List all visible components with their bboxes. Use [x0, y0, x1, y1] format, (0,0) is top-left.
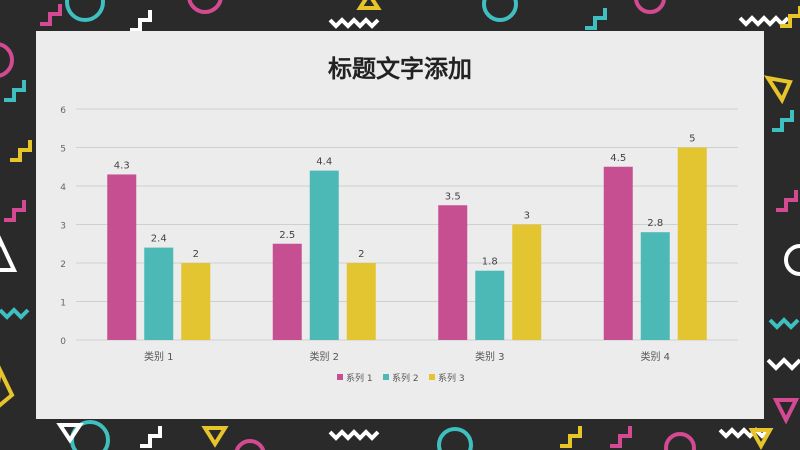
bar [272, 243, 302, 340]
triangle-decoration [356, 0, 382, 10]
legend-label: 系列 2 [392, 372, 419, 384]
bar-chart: 0 1 2 3 4 5 6 4.3 2.4 2 类别 1 2.5 4.4 2 类别 2 3.5 1.8 3 类别 3… [60, 106, 738, 384]
x-tick-label: 类别 2 [309, 350, 339, 363]
circle-decoration [784, 244, 800, 276]
data-label: 3.5 [445, 191, 461, 202]
data-label: 2 [358, 249, 364, 260]
zigzag-decoration [0, 307, 30, 320]
step-decoration [140, 426, 162, 448]
x-tick-label: 类别 1 [144, 350, 174, 363]
data-label: 2.5 [279, 230, 295, 241]
bar [640, 232, 670, 340]
circle-decoration [65, 0, 105, 22]
bar [181, 263, 211, 340]
bar [512, 224, 542, 340]
triangle-decoration [56, 423, 84, 444]
data-label: 4.3 [114, 160, 130, 171]
step-decoration [610, 426, 632, 448]
legend-swatch [429, 374, 435, 380]
zigzag-decoration [328, 429, 380, 441]
bar [107, 174, 137, 340]
y-tick-label: 0 [60, 337, 66, 347]
y-tick-label: 3 [60, 222, 66, 232]
chart-panel: 标题文字添加 0 1 2 3 4 5 6 4.3 2.4 2 类别 1 2.5 4.4 2 类别 2 3.5 1… [36, 31, 764, 419]
data-label: 2.8 [647, 218, 663, 229]
bar [346, 263, 376, 340]
step-decoration [776, 190, 798, 212]
zigzag-decoration [738, 15, 790, 27]
data-label: 4.4 [316, 157, 332, 168]
legend-swatch [383, 374, 389, 380]
bar [603, 166, 633, 340]
circle-decoration [234, 439, 266, 450]
circle-decoration [0, 42, 14, 78]
bar [677, 147, 707, 340]
chart-title: 标题文字添加 [328, 55, 472, 83]
circle-decoration [664, 432, 696, 450]
y-tick-label: 6 [60, 106, 66, 116]
y-tick-label: 2 [60, 260, 66, 270]
step-decoration [10, 140, 32, 162]
legend-label: 系列 3 [438, 372, 465, 384]
circle-decoration [482, 0, 518, 22]
x-tick-label: 类别 4 [640, 350, 670, 363]
legend-label: 系列 1 [346, 372, 373, 384]
triangle-decoration [0, 365, 15, 408]
triangle-decoration [772, 398, 800, 425]
data-label: 1.8 [482, 257, 498, 268]
data-label: 5 [689, 134, 695, 145]
step-decoration [4, 80, 26, 102]
data-label: 3 [524, 211, 530, 222]
zigzag-decoration [328, 17, 380, 29]
circle-decoration [634, 0, 666, 14]
y-tick-label: 5 [60, 145, 66, 155]
step-decoration [585, 8, 607, 30]
step-decoration [780, 6, 800, 28]
legend-swatch [337, 374, 343, 380]
zigzag-decoration [768, 317, 800, 330]
zigzag-decoration [718, 427, 770, 439]
bar [475, 270, 505, 340]
triangle-decoration [0, 235, 18, 272]
circle-decoration [437, 427, 473, 450]
zigzag-decoration [766, 357, 800, 371]
triangle-decoration [201, 426, 229, 448]
circle-decoration [187, 0, 223, 14]
data-label: 2.4 [151, 234, 167, 245]
bar [309, 170, 339, 340]
step-decoration [130, 10, 152, 32]
data-label: 4.5 [610, 153, 626, 164]
step-decoration [4, 200, 26, 222]
x-tick-label: 类别 3 [475, 350, 505, 363]
step-decoration [560, 426, 582, 448]
step-decoration [40, 4, 62, 26]
bar [438, 205, 468, 340]
bar [144, 247, 174, 340]
y-tick-label: 4 [60, 183, 66, 193]
data-label: 2 [193, 249, 199, 260]
triangle-decoration [748, 428, 774, 450]
step-decoration [772, 110, 794, 132]
triangle-decoration [763, 75, 793, 105]
y-tick-label: 1 [60, 299, 66, 309]
